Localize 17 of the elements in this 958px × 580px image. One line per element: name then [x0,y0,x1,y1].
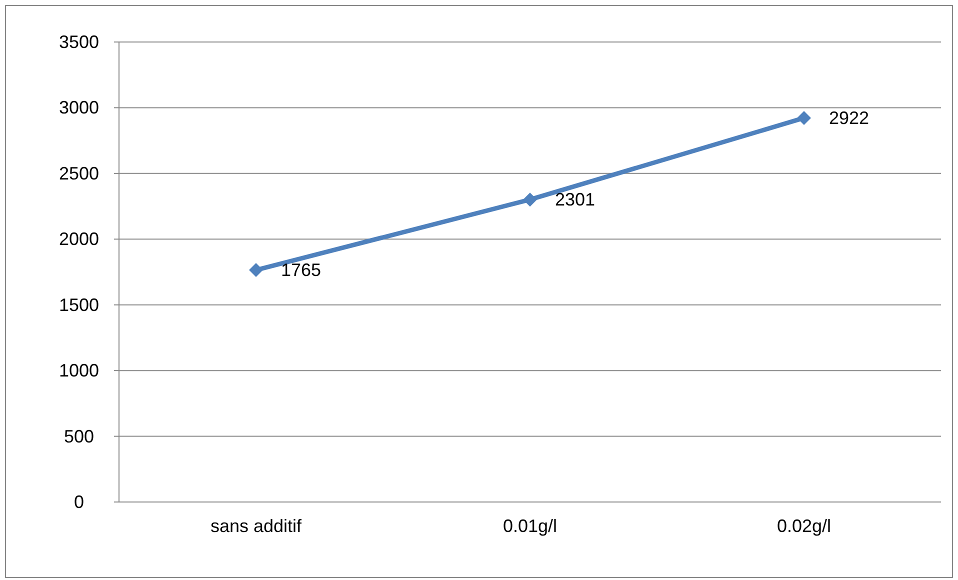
data-label: 2301 [555,190,596,210]
point [249,263,263,278]
data-label: 2922 [829,108,870,128]
x-tick-label: sans additif [210,516,303,536]
x-tick-label: 0.02g/l [776,516,832,536]
y-tick-label: 1500 [58,294,100,315]
data-label: 1765 [281,260,322,280]
y-tick-label: 2000 [58,229,100,250]
y-tick-label: 1000 [58,360,100,381]
point [797,110,811,125]
y-tick-label: 0 [74,492,84,512]
y-tick-label: 2500 [58,163,100,184]
point [523,192,537,207]
y-tick-label: 500 [64,426,94,446]
x-tick-label: 0.01g/l [502,516,558,536]
y-tick-label: 3000 [58,98,100,118]
y-tick-label: 3500 [58,32,100,52]
